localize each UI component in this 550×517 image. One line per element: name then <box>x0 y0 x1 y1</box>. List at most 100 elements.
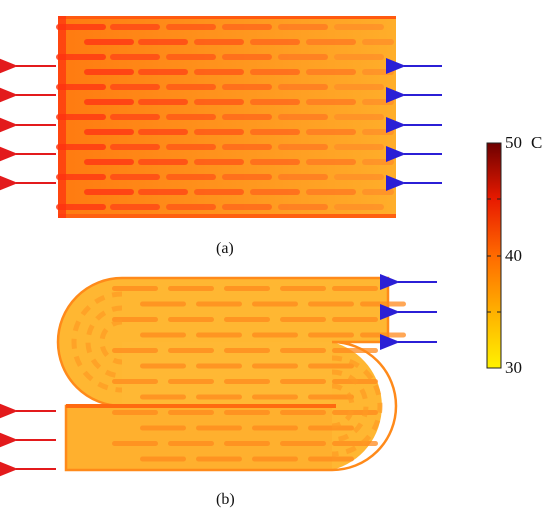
panel-a-stripe <box>138 129 188 135</box>
panel-a-stripe <box>306 69 356 75</box>
panel-a-plate <box>56 16 396 218</box>
panel-a-stripe <box>362 39 394 45</box>
panel-a-stripe <box>56 174 106 180</box>
panel-a-stripe <box>110 54 160 60</box>
panel-a-stripe <box>138 69 188 75</box>
panel-a-stripe <box>222 174 272 180</box>
panel-b-right-bend-streak <box>331 355 383 457</box>
panel-b-stripe <box>252 332 298 338</box>
panel-b-inlet-arrows <box>380 274 437 350</box>
panel-b-stripe <box>308 394 354 400</box>
panel-b-stripe <box>280 348 326 353</box>
panel-b-right-bend-streak <box>331 383 355 429</box>
panel-a-stripe <box>84 69 134 75</box>
panel-a-stripe <box>334 114 384 120</box>
panel-b-stripe <box>224 286 270 291</box>
panel-b-stripe <box>360 301 406 307</box>
panel-a-channel-stripes <box>56 16 394 218</box>
panel-b-stripe <box>196 363 242 369</box>
panel-a-stripe <box>84 129 134 135</box>
panel-a-stripe <box>166 54 216 60</box>
panel-a-stripe <box>56 114 106 120</box>
panel-b-stripe <box>280 410 326 415</box>
colorbar-unit-label: C <box>531 133 543 152</box>
panel-a-stripe <box>250 99 300 105</box>
panel-b-stripe <box>360 332 406 338</box>
panel-a-stripe <box>278 114 328 120</box>
panel-b-stripe <box>196 394 242 400</box>
panel-a-stripe <box>362 69 394 75</box>
panel-a-stripe <box>84 159 134 165</box>
panel-b-stripe <box>168 286 214 291</box>
panel-b-stripe <box>224 441 270 446</box>
panel-b-stripe <box>252 456 298 462</box>
panel-b-upper-body <box>113 278 388 342</box>
colorbar-mid-label: 40 <box>505 246 522 265</box>
panel-a-stripe <box>222 144 272 150</box>
panel-b-stripe <box>224 348 270 353</box>
panel-a-stripe <box>166 204 216 210</box>
panel-a-stripe <box>166 114 216 120</box>
panel-a-stripe <box>194 159 244 165</box>
panel-a-stripe <box>110 174 160 180</box>
panel-b-stripe <box>224 317 270 322</box>
panel-b-stripe <box>140 394 186 400</box>
panel-b-outline <box>56 276 398 472</box>
panel-a-stripe <box>222 84 272 90</box>
panel-a-stripe <box>222 54 272 60</box>
panel-b-stripe <box>308 456 354 462</box>
panel-b-left-bend-streak <box>85 305 123 379</box>
panel-a-stripe <box>222 204 272 210</box>
panel-b-stripe <box>332 441 378 446</box>
panel-a-stripe <box>166 24 216 30</box>
panel-a-stripe <box>306 189 356 195</box>
panel-b-stripe <box>140 301 186 307</box>
panel-b-stripe <box>168 317 214 322</box>
panel-a-stripe <box>110 24 160 30</box>
panel-a-stripe <box>250 189 300 195</box>
panel-a-stripe <box>250 39 300 45</box>
panel-b-stripe <box>280 441 326 446</box>
panel-a-stripe <box>306 99 356 105</box>
panel-a-stripe <box>278 144 328 150</box>
panel-b-channel-stripes <box>71 286 406 462</box>
panel-a-stripe <box>306 129 356 135</box>
panel-b-stripe <box>168 348 214 353</box>
panel-a-stripe <box>166 84 216 90</box>
panel-b-stripe <box>280 379 326 384</box>
panel-b-stripe <box>252 301 298 307</box>
panel-a-stripe <box>334 174 384 180</box>
panel-a-stripe <box>84 39 134 45</box>
panel-a-stripe <box>84 189 134 195</box>
panel-b-stripe <box>168 410 214 415</box>
panel-b-stripe <box>252 394 298 400</box>
panel-a-stripe <box>306 39 356 45</box>
panel-a-stripe <box>278 24 328 30</box>
panel-b-left-bend <box>58 278 122 406</box>
panel-b-plate <box>56 276 406 472</box>
panel-b-stripe <box>196 301 242 307</box>
panel-a-stripe <box>334 54 384 60</box>
panel-b-stripe <box>196 425 242 431</box>
panel-b-stripe <box>252 425 298 431</box>
panel-b-lower-left-edge <box>66 404 336 408</box>
panel-b-stripe <box>112 317 158 322</box>
panel-b-left-bend-streak <box>71 291 123 393</box>
panel-a-bottom-edge <box>58 214 396 218</box>
panel-b-stripe <box>112 348 158 353</box>
panel-a-stripe <box>278 54 328 60</box>
panel-b-stripe <box>140 425 186 431</box>
panel-a-stripe <box>138 39 188 45</box>
panel-a-stripe <box>110 144 160 150</box>
panel-a-stripe <box>222 24 272 30</box>
panel-a-stripe <box>306 159 356 165</box>
panel-b-stripe <box>112 379 158 384</box>
panel-a-stripe <box>334 204 384 210</box>
panel-b-stripe <box>112 441 158 446</box>
panel-b-stripe <box>308 301 354 307</box>
panel-b-stripe <box>140 363 186 369</box>
panel-a-stripe <box>278 84 328 90</box>
panel-b-stripe <box>332 410 378 415</box>
panel-a-stripe <box>110 114 160 120</box>
panel-a-top-edge <box>58 16 396 19</box>
